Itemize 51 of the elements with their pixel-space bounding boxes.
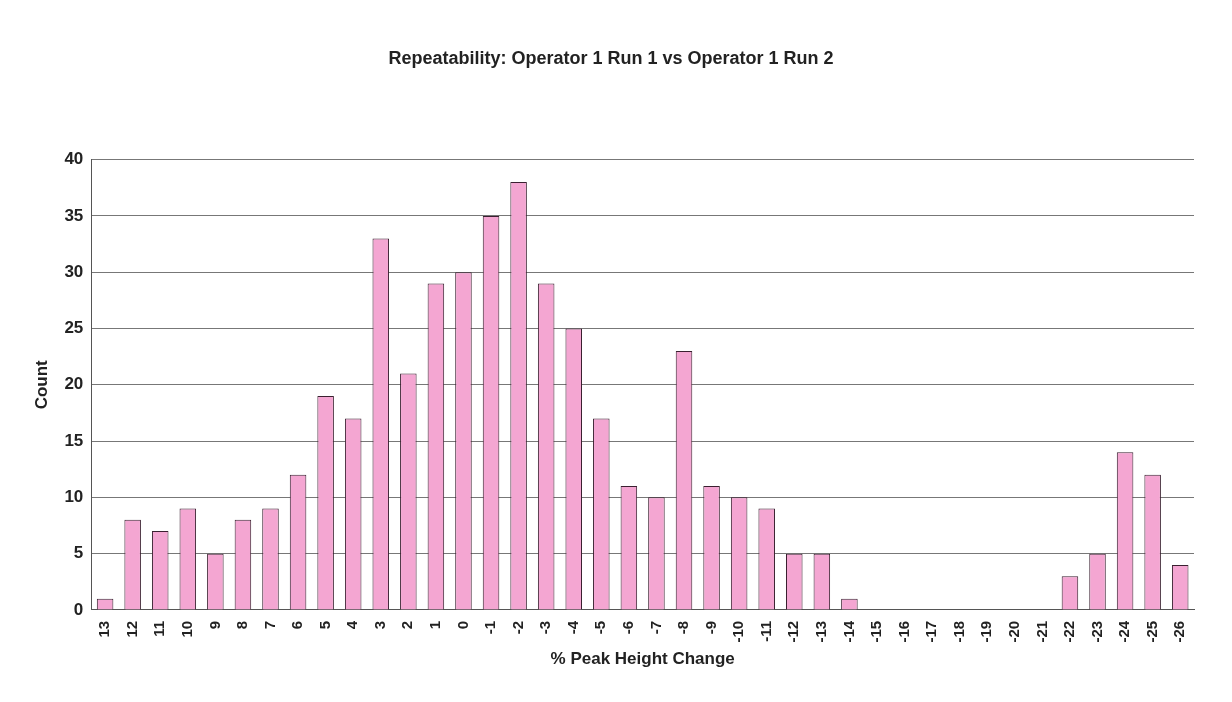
y-tick-label: 25 [64, 318, 84, 338]
x-tick-label: -25 [1142, 620, 1160, 643]
x-tick-label: -21 [1032, 620, 1050, 643]
x-tick-label: -8 [674, 620, 692, 635]
y-tick-label: 30 [64, 261, 84, 281]
x-tick-label: 1 [426, 620, 444, 630]
y-tick-label: 35 [64, 205, 84, 225]
x-tick-label: 0 [453, 620, 471, 630]
x-tick-label: -9 [701, 620, 719, 635]
x-tick-label: -12 [784, 620, 802, 643]
x-tick-label: 2 [398, 620, 416, 630]
x-tick-label: -23 [1087, 620, 1105, 643]
y-tick-label: 15 [64, 430, 84, 450]
x-tick-label: -24 [1115, 620, 1133, 643]
x-tick-label: -4 [563, 620, 581, 635]
x-tick-label: 11 [150, 620, 168, 637]
y-tick-label: 20 [64, 374, 84, 394]
y-tick-label: 40 [64, 149, 84, 169]
x-tick-label: 7 [260, 620, 278, 630]
x-tick-label: -10 [729, 620, 747, 643]
x-tick-label: -3 [536, 620, 554, 635]
x-tick-label: -16 [894, 620, 912, 643]
y-tick-label: 5 [73, 543, 84, 563]
x-tick-label: 12 [122, 620, 140, 638]
x-tick-label: -13 [811, 620, 829, 643]
x-tick-label: -20 [1004, 620, 1022, 643]
y-axis-title: Count [31, 359, 51, 410]
x-tick-label: 10 [177, 620, 195, 638]
x-tick-label: -26 [1170, 620, 1188, 643]
x-tick-label: -22 [1060, 620, 1078, 643]
x-tick-label: 4 [343, 620, 361, 630]
x-tick-label: 3 [370, 620, 388, 630]
x-tick-label: -11 [756, 620, 774, 642]
x-axis-title: % Peak Height Change [550, 649, 735, 669]
x-tick-label: 5 [315, 620, 333, 630]
x-tick-label: -15 [867, 620, 885, 643]
x-tick-label: 13 [95, 620, 113, 638]
x-tick-label: -18 [949, 620, 967, 643]
x-tick-label: -19 [977, 620, 995, 643]
x-tick-label: 6 [288, 620, 306, 630]
x-tick-label: -17 [922, 620, 940, 643]
x-tick-label: 9 [205, 620, 223, 630]
y-tick-label: 10 [64, 487, 84, 507]
x-tick-label: -14 [839, 620, 857, 643]
x-tick-label: -1 [481, 620, 499, 635]
x-tick-label: -7 [646, 620, 664, 635]
x-tick-label: -6 [619, 620, 637, 635]
chart-title: Repeatability: Operator 1 Run 1 vs Operator 1 Run 2 [388, 47, 834, 68]
x-tick-label: -5 [591, 620, 609, 635]
x-tick-label: 8 [233, 620, 251, 630]
x-tick-label: -2 [508, 620, 526, 635]
